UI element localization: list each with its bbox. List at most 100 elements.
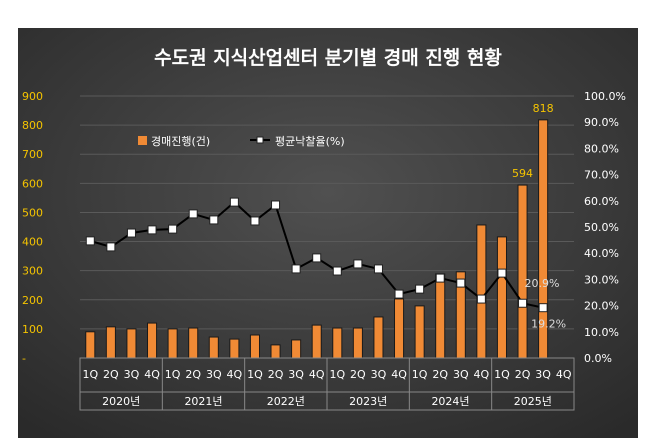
bar-data-label: 818 (533, 102, 554, 115)
line-point (373, 264, 383, 274)
x-tick-label: 3Q (288, 368, 304, 381)
right-tick-label: 60.0% (584, 195, 619, 208)
line-point (476, 294, 486, 304)
x-tick-label: 2Q (432, 368, 448, 381)
bar (167, 328, 178, 359)
line-point (250, 216, 260, 226)
right-tick-label: 70.0% (584, 169, 619, 182)
bar (126, 328, 137, 359)
x-tick-label: 3Q (535, 368, 551, 381)
x-tick-label: 4Q (474, 368, 490, 381)
line-point (538, 303, 548, 313)
x-tick-label: 4Q (144, 368, 160, 381)
bar (291, 339, 302, 359)
right-tick-label: 80.0% (584, 142, 619, 155)
year-label: 2021년 (184, 395, 222, 408)
line-point (271, 200, 281, 210)
left-tick-label: 200 (22, 294, 43, 307)
bar (435, 273, 446, 359)
left-tick-label: 500 (22, 206, 43, 219)
legend-bar-swatch (138, 136, 147, 145)
bar (373, 316, 384, 359)
legend-line-label: 평균낙찰율(%) (275, 135, 345, 148)
x-tick-label: 1Q (412, 368, 428, 381)
line-point (394, 289, 404, 299)
x-tick-label: 2Q (515, 368, 531, 381)
x-tick-label: 4Q (391, 368, 407, 381)
line-point (209, 215, 219, 225)
bar (352, 327, 363, 359)
right-tick-label: 40.0% (584, 247, 619, 260)
left-tick-label: 800 (22, 119, 43, 132)
chart-svg: 수도권 지식산업센터 분기별 경매 진행 현황 - 100 200 300 400 500 6… (18, 28, 638, 438)
legend-line-marker (256, 136, 264, 144)
line-point (85, 236, 95, 246)
x-tick-label: 1Q (82, 368, 98, 381)
x-tick-label: 1Q (494, 368, 510, 381)
x-tick-label: 1Q (329, 368, 345, 381)
right-tick-label: 20.0% (584, 300, 619, 313)
right-tick-label: 30.0% (584, 273, 619, 286)
right-tick-label: 90.0% (584, 116, 619, 129)
bar (476, 224, 487, 359)
right-tick-label: 50.0% (584, 221, 619, 234)
bar-data-label: 594 (512, 167, 533, 180)
year-label: 2024년 (431, 395, 469, 408)
line-point (435, 273, 445, 283)
line-point (106, 242, 116, 252)
bar (414, 305, 425, 359)
bar (147, 322, 158, 359)
line-point (456, 278, 466, 288)
year-label: 2025년 (514, 395, 552, 408)
bar (105, 326, 116, 359)
chart-title: 수도권 지식산업센터 분기별 경매 진행 현황 (154, 46, 502, 69)
bar (496, 236, 507, 359)
line-point (291, 264, 301, 274)
line-point (353, 259, 363, 269)
line-point (415, 284, 425, 294)
year-label: 2023년 (349, 395, 387, 408)
bar (332, 327, 343, 359)
right-tick-label: 0.0% (584, 352, 612, 365)
x-tick-label: 2Q (185, 368, 201, 381)
line-point (518, 298, 528, 308)
bar (394, 298, 405, 359)
line-point (188, 209, 198, 219)
x-tick-label: 1Q (247, 368, 263, 381)
x-tick-label: 1Q (165, 368, 181, 381)
bar (229, 338, 240, 359)
right-tick-label: 10.0% (584, 326, 619, 339)
x-tick-label: 3Q (453, 368, 469, 381)
x-tick-label: 2Q (103, 368, 119, 381)
line-point (168, 224, 178, 234)
bar (270, 344, 281, 359)
legend-bar-label: 경매진행(건) (151, 135, 210, 148)
left-tick-label: 700 (22, 148, 43, 161)
bar (311, 324, 322, 359)
year-label: 2022년 (267, 395, 305, 408)
line-point (229, 197, 239, 207)
x-tick-label: 2Q (268, 368, 284, 381)
right-tick-label: 100.0% (584, 90, 626, 103)
left-tick-label: 300 (22, 265, 43, 278)
line-point (126, 228, 136, 238)
left-tick-label: 100 (22, 323, 43, 336)
bar (85, 331, 96, 359)
left-tick-label: 400 (22, 236, 43, 249)
x-tick-label: 3Q (371, 368, 387, 381)
bar (517, 184, 528, 359)
bar (249, 334, 260, 359)
x-tick-label: 4Q (309, 368, 325, 381)
line-point (147, 225, 157, 235)
x-tick-label: 4Q (227, 368, 243, 381)
x-tick-label: 2Q (350, 368, 366, 381)
line-point (312, 253, 322, 263)
bar (208, 336, 219, 359)
left-tick-label: 900 (22, 90, 43, 103)
x-tick-label: 3Q (206, 368, 222, 381)
x-tick-label: 4Q (556, 368, 572, 381)
year-label: 2020년 (102, 395, 140, 408)
line-data-label: 19.2% (531, 318, 566, 331)
line-point (497, 268, 507, 278)
x-tick-label: 3Q (124, 368, 140, 381)
